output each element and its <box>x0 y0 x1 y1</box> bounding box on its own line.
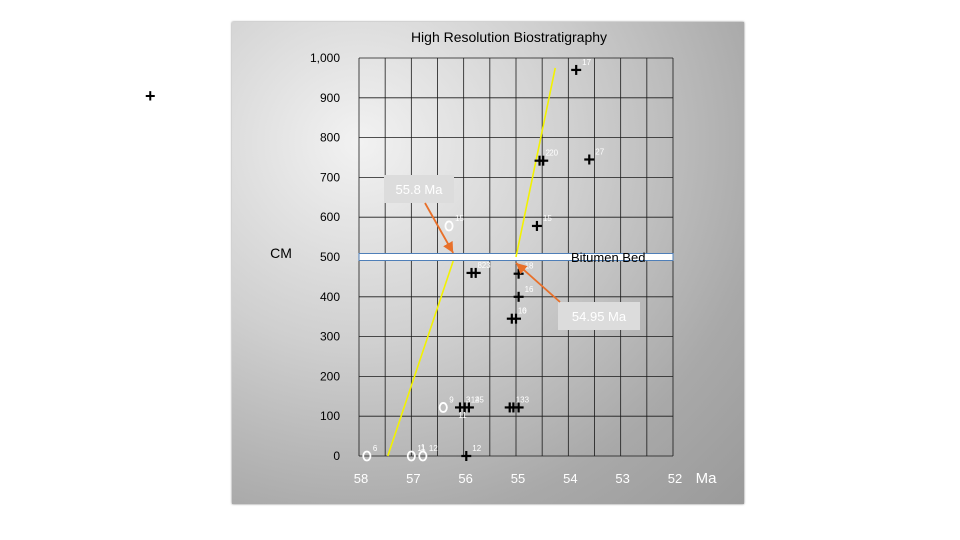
point-label: 17 <box>582 58 591 67</box>
y-tick-label: 800 <box>320 131 340 145</box>
callout-label: 54.95 Ma <box>572 309 627 324</box>
correlation-line <box>515 67 557 258</box>
callout-arrow <box>424 202 454 254</box>
point-label: 23 <box>482 261 491 270</box>
y-axis-label: CM <box>270 245 292 261</box>
y-tick-label: 900 <box>320 91 340 105</box>
bitumen-bed-label: Bitumen Bed <box>571 250 645 265</box>
point-label: 16 <box>525 285 534 294</box>
x-tick-label: 53 <box>615 471 629 486</box>
point-label: 6 <box>522 307 527 316</box>
correlation-lines <box>387 67 557 457</box>
x-axis-label: Ma <box>696 470 717 487</box>
point-label: 18 <box>525 262 534 271</box>
open-circle-marker <box>406 450 416 462</box>
point-label: 20 <box>549 149 558 158</box>
point-label: 3 <box>525 395 530 404</box>
chart-panel <box>232 22 744 504</box>
open-circle-marker <box>362 450 372 462</box>
point-label: 15 <box>455 214 464 223</box>
y-tick-label: 300 <box>320 330 340 344</box>
y-tick-label: 200 <box>320 369 340 383</box>
point-label: 13 <box>516 395 525 404</box>
x-tick-label: 52 <box>668 471 682 486</box>
point-label: 1 <box>421 443 426 452</box>
point-label: 9 <box>449 395 454 404</box>
callout-label: 55.8 Ma <box>396 182 444 197</box>
x-tick-label: 57 <box>406 471 420 486</box>
y-tick-label: 100 <box>320 409 340 423</box>
chart-title: High Resolution Biostratigraphy <box>411 29 607 45</box>
x-tick-label: 58 <box>354 471 368 486</box>
callout-box <box>558 302 640 330</box>
corner-plus-marker: + <box>145 86 156 106</box>
point-label: 27 <box>595 147 604 156</box>
x-tick-label: 55 <box>511 471 525 486</box>
correlation-line <box>387 260 454 457</box>
callout-arrow <box>515 262 561 303</box>
point-label: 12 <box>472 444 481 453</box>
point-label: 11 <box>417 444 426 453</box>
y-tick-label: 0 <box>333 449 340 463</box>
open-circle-marker <box>418 450 428 462</box>
point-label: 10 <box>518 307 527 316</box>
point-label: 8 <box>478 261 483 270</box>
point-label: 2 <box>546 149 551 158</box>
axis-ticks: 0 100 200 300 400 500 600 700 800 900 1,000 58 57 56 5… <box>310 51 682 486</box>
callouts: 55.8 Ma 54.95 Ma <box>384 175 640 330</box>
x-tick-label: 54 <box>563 471 577 486</box>
point-label: 11 <box>458 411 467 420</box>
x-tick-label: 56 <box>458 471 472 486</box>
y-tick-label: 600 <box>320 210 340 224</box>
point-label: 25 <box>475 395 484 404</box>
point-label: 6 <box>373 444 378 453</box>
point-label: 14 <box>471 395 480 404</box>
y-tick-label: 500 <box>320 250 340 264</box>
y-tick-label: 700 <box>320 170 340 184</box>
open-circle-marker <box>438 402 448 413</box>
point-label: 15 <box>543 214 552 223</box>
y-tick-label: 1,000 <box>310 51 340 65</box>
callout-box <box>384 175 454 203</box>
point-label: 12 <box>429 444 438 453</box>
point-label: 3 <box>466 395 471 404</box>
y-tick-label: 400 <box>320 290 340 304</box>
open-circle-marker <box>444 220 454 232</box>
